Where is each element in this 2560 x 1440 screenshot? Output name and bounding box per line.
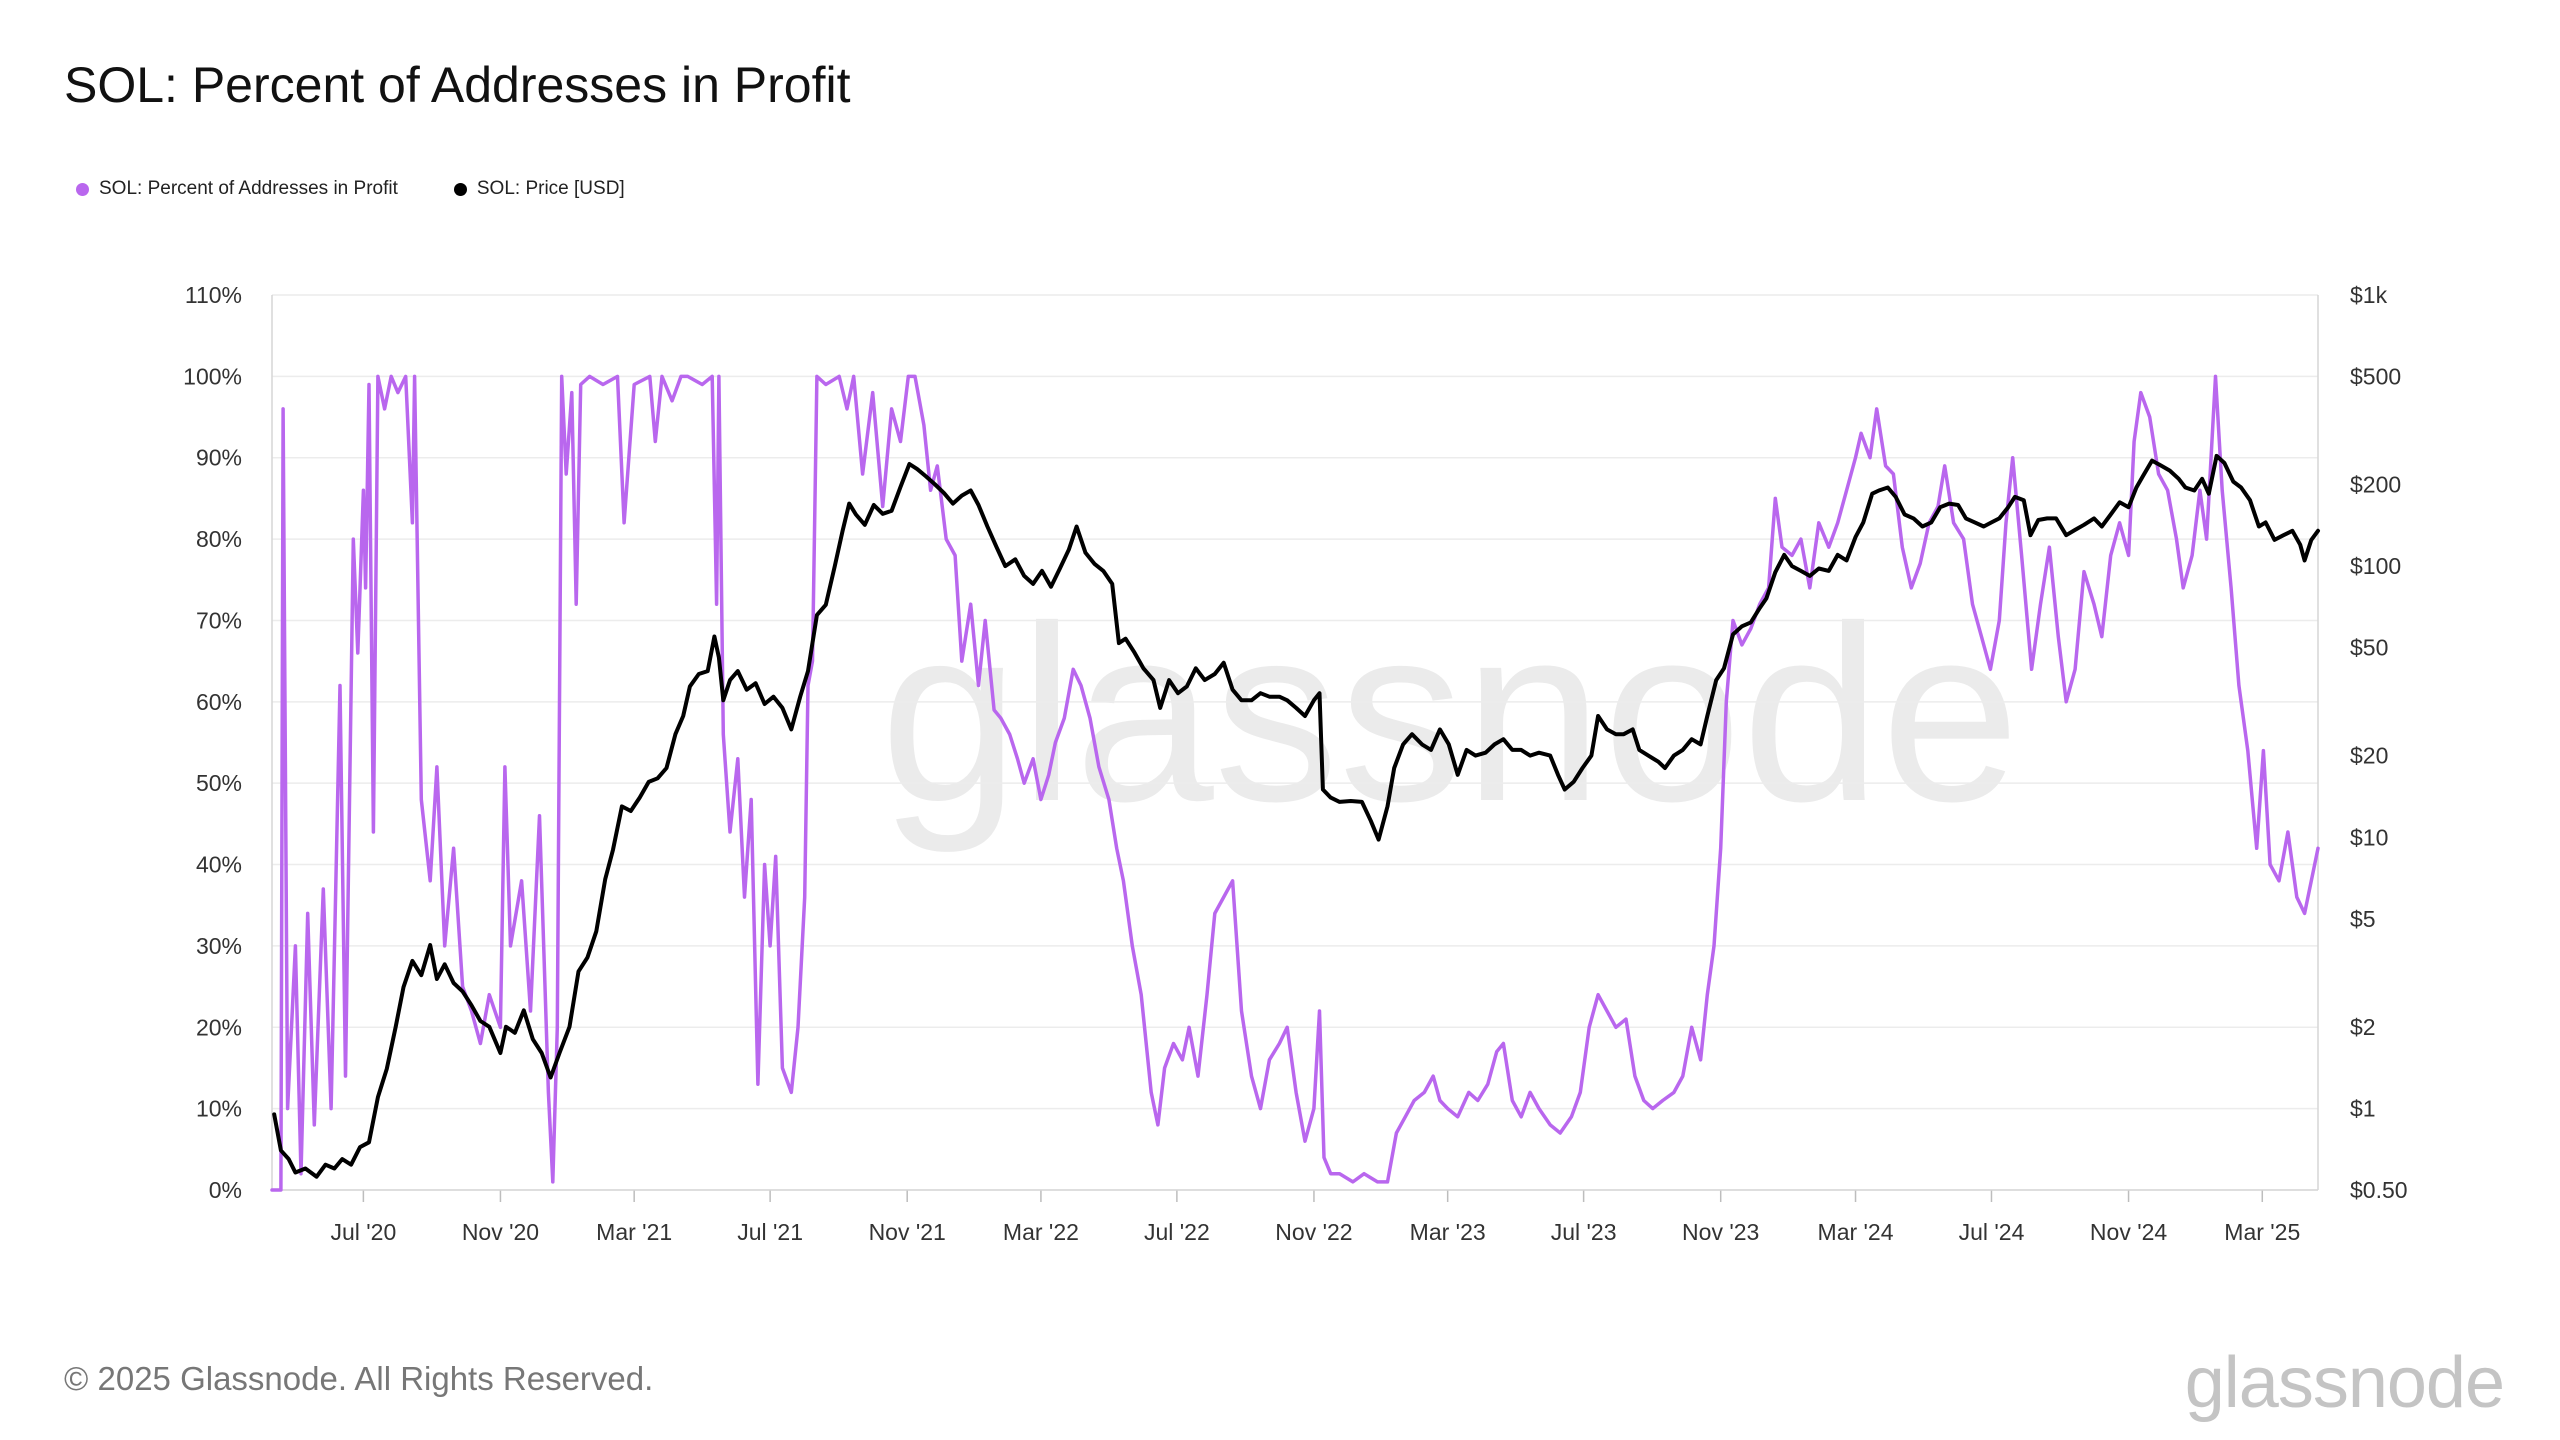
- series-lines: [270, 374, 2320, 1192]
- x-tick-label: Nov '20: [462, 1219, 539, 1245]
- legend: SOL: Percent of Addresses in Profit SOL:…: [76, 178, 625, 200]
- y-right-tick-label: $0.50: [2350, 1177, 2408, 1203]
- chart-title: SOL: Percent of Addresses in Profit: [64, 57, 851, 113]
- legend-label-profit: SOL: Percent of Addresses in Profit: [99, 178, 398, 199]
- x-tick-label: Mar '25: [2224, 1219, 2300, 1245]
- y-left-tick-label: 30%: [196, 933, 242, 959]
- y-left-tick-label: 100%: [183, 363, 242, 389]
- y-left-tick-label: 80%: [196, 526, 242, 552]
- y-right-tick-label: $5: [2350, 906, 2376, 932]
- circle-dot-icon: [76, 182, 89, 196]
- x-tick-label: Nov '22: [1275, 1219, 1352, 1245]
- x-tick-label: Mar '22: [1003, 1219, 1079, 1245]
- y-left-tick-label: 20%: [196, 1014, 242, 1040]
- axes: 0% 10% 20% 30% 40% 50% 60% 70% 80% 90% 100% 110% $0.…: [183, 282, 2407, 1245]
- watermark: glassnode: [880, 574, 2020, 853]
- circle-dot-icon: [453, 182, 467, 196]
- copyright-text: © 2025 Glassnode. All Rights Reserved.: [64, 1360, 654, 1397]
- x-tick-label: Nov '23: [1682, 1219, 1759, 1245]
- y-left-tick-label: 40%: [196, 852, 242, 878]
- y-right-tick-label: $50: [2350, 635, 2388, 661]
- y-right-tick-label: $20: [2350, 743, 2388, 769]
- y-left-tick-label: 0%: [209, 1177, 242, 1203]
- x-tick-label: Nov '21: [869, 1219, 946, 1245]
- x-tick-label: Jul '21: [737, 1219, 803, 1245]
- x-tick-label: Jul '20: [330, 1219, 396, 1245]
- x-tick-label: Jul '22: [1144, 1219, 1210, 1245]
- y-left-tick-label: 60%: [196, 689, 242, 715]
- x-tick-label: Mar '23: [1410, 1219, 1486, 1245]
- y-left-tick-label: 90%: [196, 445, 242, 471]
- brand-logo[interactable]: glassnode: [2184, 1343, 2505, 1423]
- x-tick-label: Jul '23: [1551, 1219, 1617, 1245]
- series-line-percent-in-profit: [270, 374, 2320, 1192]
- y-right-tick-label: $200: [2350, 472, 2401, 498]
- y-right-tick-label: $2: [2350, 1014, 2376, 1040]
- x-tick-label: Mar '21: [596, 1219, 672, 1245]
- x-tick-label: Jul '24: [1959, 1219, 2025, 1245]
- legend-item-profit[interactable]: SOL: Percent of Addresses in Profit: [76, 178, 398, 200]
- y-left-tick-label: 110%: [185, 282, 242, 308]
- y-left-tick-label: 70%: [196, 607, 242, 633]
- y-right-tick-label: $1: [2350, 1095, 2376, 1121]
- legend-item-price[interactable]: SOL: Price [USD]: [453, 178, 625, 200]
- x-tick-label: Nov '24: [2090, 1219, 2167, 1245]
- y-right-tick-label: $10: [2350, 824, 2388, 850]
- series-line-price: [272, 453, 2320, 1179]
- y-left-tick-label: 10%: [196, 1096, 242, 1122]
- x-tick-label: Mar '24: [1818, 1219, 1894, 1245]
- y-right-tick-label: $100: [2350, 553, 2401, 579]
- y-right-tick-label: $500: [2350, 364, 2401, 390]
- y-left-tick-label: 50%: [196, 770, 242, 796]
- y-right-tick-label: $1k: [2350, 282, 2388, 308]
- legend-label-price: SOL: Price [USD]: [476, 178, 625, 199]
